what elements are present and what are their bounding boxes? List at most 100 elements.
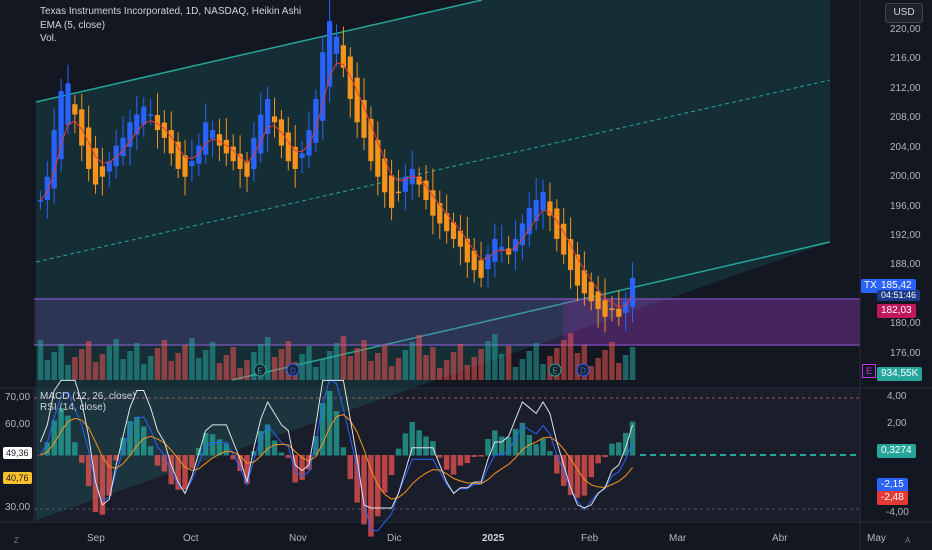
volume-bar: [443, 360, 450, 380]
candle-body: [471, 250, 477, 271]
volume-bar: [182, 345, 188, 380]
candle-body: [333, 36, 340, 54]
candle-body: [44, 176, 50, 201]
last-price-tag: 185,42: [877, 279, 916, 293]
macd-histogram-bar: [450, 455, 457, 475]
candle-body: [361, 99, 367, 138]
price-axis-label: 180,00: [890, 318, 921, 329]
price-axis-label: 196,00: [890, 201, 921, 212]
macd-histogram-bar: [44, 442, 51, 456]
macd-histogram-bar: [512, 428, 519, 456]
candle-body: [209, 130, 216, 139]
volume-bar: [402, 350, 409, 380]
macd-histogram-bar: [616, 442, 622, 456]
macd-legend[interactable]: MACD (12, 26, close): [40, 391, 136, 402]
candle-body: [134, 114, 140, 135]
macd-histogram-bar: [99, 455, 106, 515]
macd-histogram-bar: [609, 443, 615, 456]
candle-body: [113, 145, 119, 167]
macd-histogram-bar: [223, 443, 230, 456]
macd-histogram-bar: [533, 444, 539, 456]
timezone-toggle[interactable]: Z: [14, 536, 19, 545]
candle-body: [609, 308, 615, 310]
macd-histogram-bar: [333, 411, 340, 456]
macd-histogram-bar: [416, 430, 422, 456]
candle-body: [437, 202, 443, 224]
ema-line: [40, 62, 633, 308]
candle-body: [237, 153, 243, 169]
ema-legend[interactable]: EMA (5, close): [40, 20, 106, 31]
volume-bar: [595, 358, 601, 380]
macd-histogram-bar: [216, 439, 223, 456]
candle-body: [347, 56, 353, 99]
macd-histogram-bar: [51, 420, 57, 456]
auto-scale-toggle[interactable]: A: [905, 536, 911, 545]
candle-body: [168, 130, 174, 154]
rsi-line: [39, 379, 634, 509]
macd-histogram-bar: [230, 455, 236, 460]
candle-body: [340, 45, 347, 68]
volume-bar: [457, 344, 464, 380]
rsi-axis-label: 70,00: [5, 392, 31, 403]
currency-button[interactable]: USD: [885, 3, 923, 23]
price-axis-label: 208,00: [890, 112, 921, 123]
volume-bar: [602, 350, 608, 380]
candle-body: [450, 222, 457, 239]
macd-histogram-bar: [540, 438, 546, 456]
macd-line: [40, 378, 634, 532]
candle-body: [540, 192, 546, 211]
candle-body: [189, 161, 195, 167]
candle-body: [623, 301, 629, 313]
volume-bar: [264, 337, 271, 380]
macd-axis-label: 2,00: [887, 418, 907, 429]
volume-bar: [423, 355, 429, 380]
channel-fill: [36, 0, 830, 520]
macd-histogram-bar: [443, 455, 450, 470]
volume-bar: [72, 357, 78, 380]
macd-histogram-bar: [154, 455, 161, 466]
candle-body: [58, 91, 64, 160]
candle-body: [444, 213, 450, 232]
macd-histogram-bar: [347, 455, 354, 480]
volume-bar: [58, 344, 64, 380]
volume-legend[interactable]: Vol.: [40, 33, 57, 44]
earnings-marker: [253, 363, 267, 377]
macd-histogram-bar: [299, 455, 305, 480]
macd-histogram-bar: [498, 436, 505, 456]
dividend-marker-label: D: [580, 367, 586, 376]
candle-body: [127, 122, 133, 147]
candle-body: [616, 308, 622, 317]
macd-histogram-bar: [602, 455, 608, 458]
macd-histogram-bar: [629, 421, 636, 456]
volume-bar: [492, 334, 498, 380]
candle-body: [416, 176, 422, 185]
level-tag: 182,03: [877, 304, 916, 318]
volume-bar: [326, 351, 333, 380]
candle-body: [409, 168, 415, 185]
candle-body: [430, 190, 436, 216]
rsi-axis-label: 60,00: [5, 419, 31, 430]
candle-body: [147, 114, 154, 116]
macd-histogram-bar: [271, 440, 278, 456]
time-axis-label: Abr: [772, 533, 788, 544]
volume-bar: [485, 341, 491, 380]
volume-bar: [285, 341, 292, 380]
candle-body: [161, 122, 167, 138]
price-axis-label: 176,00: [890, 348, 921, 359]
rsi-legend[interactable]: RSI (14, close): [40, 402, 107, 413]
macd-histogram-bar: [437, 455, 443, 458]
volume-bar: [340, 336, 347, 380]
macd-histogram-bar: [251, 451, 257, 456]
macd-histogram-bar: [505, 436, 512, 456]
macd-axis-label: -4,00: [886, 507, 909, 518]
macd-histogram-bar: [485, 439, 491, 456]
volume-bar: [319, 359, 326, 380]
earnings-icon[interactable]: E: [862, 364, 876, 378]
macd-histogram-bar: [140, 426, 147, 456]
macd-histogram-bar: [423, 436, 429, 456]
dividend-marker: [286, 363, 300, 377]
macd-histogram-bar: [368, 455, 374, 537]
macd-value-tag: 0,3274: [877, 444, 916, 458]
macd-histogram-bar: [361, 455, 367, 525]
